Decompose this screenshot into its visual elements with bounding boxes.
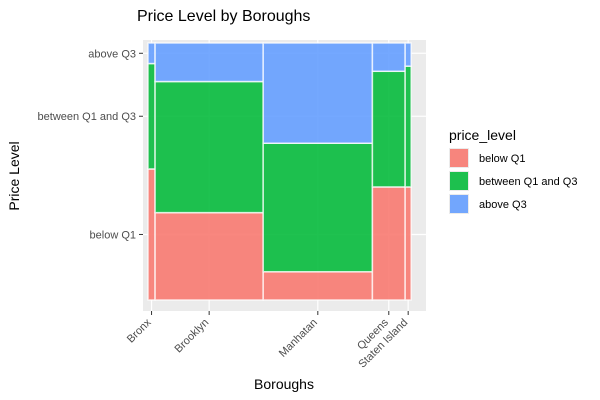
- tile-bronx-above-q3: [147, 42, 156, 65]
- y-axis-ticks: below Q1 between Q1 and Q3 above Q3: [38, 48, 143, 241]
- chart-title: Price Level by Boroughs: [137, 8, 310, 25]
- legend-key-swatch: [450, 195, 468, 213]
- tile-queens-above-q3: [371, 42, 406, 73]
- x-axis-title: Boroughs: [254, 376, 314, 392]
- tile-manhatan-above-q3: [262, 42, 374, 144]
- legend-label: between Q1 and Q3: [479, 176, 577, 188]
- tile-brooklyn-between-q1-and-q3: [154, 80, 264, 214]
- legend-label: above Q3: [479, 199, 527, 211]
- tile-manhatan-between-q1-and-q3: [262, 142, 374, 273]
- x-tick-label: Bronx: [125, 316, 154, 345]
- tile-queens-below-q1: [371, 186, 406, 301]
- legend-items: below Q1 between Q1 and Q3 above Q3: [449, 148, 577, 214]
- y-axis-title: Price Level: [6, 141, 22, 210]
- x-tick-label: Manhatan: [277, 317, 320, 360]
- tile-staten-island-below-q1: [404, 186, 412, 301]
- y-tick-label: above Q3: [88, 48, 136, 60]
- tile-staten-island-above-q3: [404, 42, 412, 67]
- tile-manhatan-below-q1: [262, 270, 374, 301]
- tile-brooklyn-below-q1: [154, 211, 264, 301]
- legend-label: below Q1: [479, 153, 525, 165]
- tile-queens-between-q1-and-q3: [371, 70, 406, 188]
- y-tick-label: between Q1 and Q3: [38, 111, 136, 123]
- tile-brooklyn-above-q3: [154, 42, 264, 83]
- tile-bronx-between-q1-and-q3: [147, 62, 156, 170]
- legend-key-swatch: [450, 172, 468, 190]
- tile-bronx-below-q1: [147, 168, 156, 301]
- tile-staten-island-between-q1-and-q3: [404, 65, 412, 188]
- x-tick-label: Brooklyn: [173, 317, 212, 356]
- legend: price_level below Q1 between Q1 and Q3 abo…: [449, 127, 577, 214]
- y-tick-label: below Q1: [90, 229, 136, 241]
- mosaic-tiles: [147, 42, 412, 301]
- legend-key-swatch: [450, 149, 468, 167]
- legend-title: price_level: [449, 127, 516, 143]
